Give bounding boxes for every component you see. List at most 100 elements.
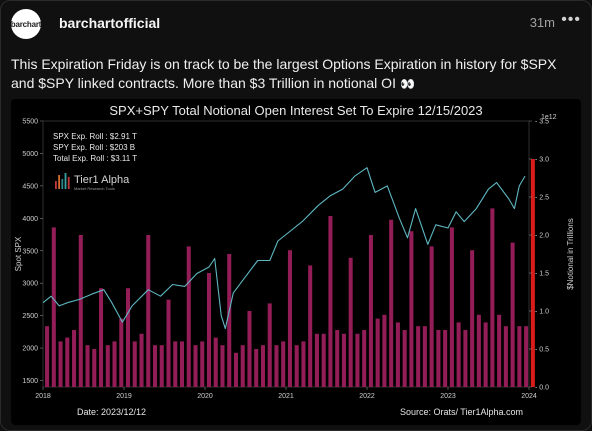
bar bbox=[436, 330, 441, 387]
right-tick-label: - 3.5 bbox=[535, 119, 549, 126]
bar bbox=[152, 345, 158, 387]
bar bbox=[389, 219, 394, 387]
right-axis-label: $Notional in Trillions bbox=[566, 218, 575, 290]
bar bbox=[402, 330, 407, 387]
bar bbox=[213, 337, 218, 387]
bar bbox=[159, 345, 164, 387]
bar bbox=[119, 318, 124, 387]
bar bbox=[314, 333, 319, 387]
bar bbox=[58, 341, 63, 387]
oi-chart: SPX+SPY Total Notional Open Interest Set… bbox=[14, 103, 575, 417]
left-tick-label: 3500 bbox=[22, 248, 38, 255]
left-tick-label: 5500 bbox=[22, 119, 38, 126]
logo-name: Tier1 Alpha bbox=[74, 174, 130, 186]
right-tick-label: - 1.0 bbox=[535, 309, 549, 316]
bar bbox=[308, 265, 313, 387]
bar bbox=[254, 349, 259, 387]
bar bbox=[166, 299, 171, 387]
bar bbox=[85, 345, 90, 387]
bar bbox=[382, 314, 387, 387]
right-tick-label: - 3.0 bbox=[535, 157, 549, 164]
bar bbox=[173, 341, 178, 387]
bar bbox=[233, 352, 238, 387]
bar bbox=[227, 254, 232, 387]
bar bbox=[497, 314, 502, 387]
bar bbox=[368, 235, 373, 387]
bar bbox=[422, 326, 427, 387]
post-text: This Expiration Friday is on track to be… bbox=[11, 55, 583, 94]
bar bbox=[456, 322, 461, 387]
right-tick-label: - 2.5 bbox=[535, 195, 549, 202]
x-tick-label: 2024 bbox=[521, 393, 537, 400]
bar bbox=[240, 345, 245, 387]
bar bbox=[449, 227, 454, 387]
bar bbox=[78, 235, 83, 387]
left-tick-label: 1500 bbox=[22, 378, 38, 385]
bar bbox=[112, 341, 117, 387]
bar bbox=[510, 242, 515, 387]
bar bbox=[65, 337, 70, 387]
bar bbox=[355, 333, 360, 387]
bar bbox=[490, 208, 495, 387]
bar bbox=[200, 341, 205, 387]
info-box-line: Total Exp. Roll : $3.11 T bbox=[53, 154, 137, 163]
date-label: Date: 2023/12/12 bbox=[77, 407, 146, 417]
bar-highlight bbox=[530, 159, 535, 387]
bar bbox=[281, 341, 286, 387]
bar bbox=[45, 326, 50, 387]
bar bbox=[395, 322, 400, 387]
bar bbox=[132, 341, 137, 387]
x-tick-label: 2021 bbox=[278, 393, 294, 400]
left-tick-label: 2500 bbox=[22, 313, 38, 320]
bar bbox=[470, 250, 475, 387]
bar bbox=[51, 227, 56, 387]
left-axis-label: Spot SPX bbox=[14, 236, 23, 271]
bar bbox=[260, 345, 265, 387]
avatar[interactable]: barchart bbox=[11, 9, 41, 39]
timestamp: 31m bbox=[529, 15, 555, 30]
bar bbox=[416, 326, 421, 387]
left-tick-label: 5000 bbox=[22, 151, 38, 158]
x-tick-label: 2019 bbox=[116, 393, 132, 400]
eyes-emoji-icon: 👀 bbox=[399, 77, 415, 91]
info-box-line: SPX Exp. Roll : $2.91 T bbox=[53, 132, 137, 141]
left-tick-label: 4000 bbox=[22, 216, 38, 223]
left-tick-label: 3000 bbox=[22, 281, 38, 288]
more-horizontal-icon[interactable]: ••• bbox=[561, 11, 581, 28]
chart-image[interactable]: SPX+SPY Total Notional Open Interest Set… bbox=[11, 99, 581, 425]
chart-title: SPX+SPY Total Notional Open Interest Set… bbox=[109, 103, 482, 118]
left-tick-label: 2000 bbox=[22, 346, 38, 353]
bar bbox=[429, 246, 434, 387]
bar bbox=[267, 303, 272, 387]
source-label: Source: Orats/ Tier1Alpha.com bbox=[400, 407, 523, 417]
username[interactable]: barchartofficial bbox=[59, 15, 161, 31]
x-tick-label: 2023 bbox=[440, 393, 456, 400]
bar bbox=[274, 345, 279, 387]
bar bbox=[287, 250, 292, 387]
post-body: This Expiration Friday is on track to be… bbox=[11, 56, 557, 91]
bar bbox=[483, 322, 488, 387]
bar bbox=[524, 326, 529, 387]
right-axis-exponent: 1e12 bbox=[541, 114, 557, 121]
bar bbox=[321, 333, 326, 387]
post-header: barchart barchartofficial 31m ••• bbox=[11, 9, 583, 39]
bar bbox=[294, 345, 299, 387]
bar bbox=[517, 326, 522, 387]
x-tick-label: 2020 bbox=[197, 393, 213, 400]
bar bbox=[328, 216, 333, 387]
bar bbox=[146, 235, 151, 387]
bar bbox=[362, 330, 367, 387]
bar bbox=[341, 333, 346, 387]
x-tick-label: 2018 bbox=[35, 393, 51, 400]
bar bbox=[409, 231, 414, 387]
right-tick-label: - 0.5 bbox=[535, 347, 549, 354]
bar bbox=[92, 349, 97, 387]
info-box-line: SPY Exp. Roll : $203 B bbox=[53, 143, 135, 152]
bar bbox=[247, 311, 252, 387]
right-tick-label: - 0.0 bbox=[535, 385, 549, 392]
right-tick-label: - 2.0 bbox=[535, 233, 549, 240]
bar bbox=[503, 326, 508, 387]
left-tick-label: 4500 bbox=[22, 183, 38, 190]
